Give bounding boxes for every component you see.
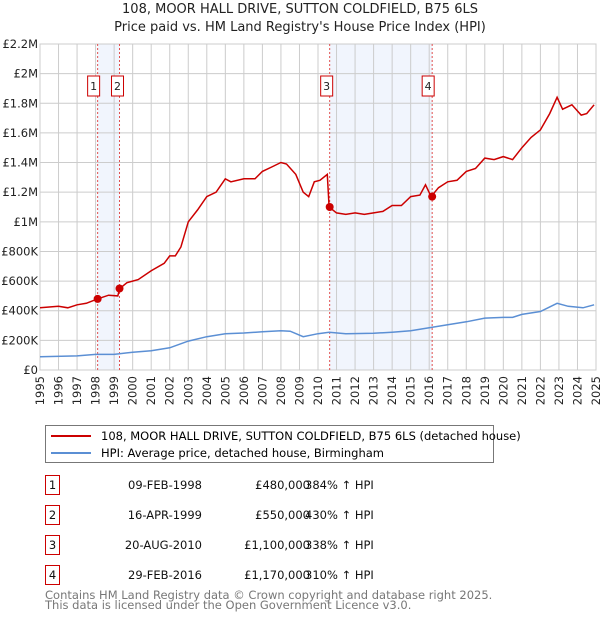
x-tick-label: 2011 [330,376,344,405]
legend-item-property: 108, MOOR HALL DRIVE, SUTTON COLDFIELD, … [46,428,521,444]
y-tick-label: £1M [13,215,38,229]
x-tick-label: 2008 [274,376,288,405]
legend-label: 108, MOOR HALL DRIVE, SUTTON COLDFIELD, … [101,429,521,443]
x-tick-label: 2009 [292,376,306,405]
sale-badge [111,75,125,97]
x-tick-label: 1996 [52,376,66,405]
x-tick-label: 2025 [589,376,600,405]
x-tick-label: 2000 [126,376,140,405]
price-chart: 1995 1996 1997 1998 1999 2000 2001 2002 2003 2004… [1,37,600,405]
sale-point [325,203,334,211]
series-line [39,302,595,358]
sale-hpi-change: 384% ↑ HPI [305,478,374,492]
x-tick-label: 2001 [144,376,158,405]
x-tick-label: 2019 [478,376,492,405]
y-tick-label: £1.2M [2,185,38,199]
sale-price: £1,100,000 [244,538,310,552]
chart-subtitle: Price paid vs. HM Land Registry's House … [114,20,486,35]
x-tick-label: 2024 [570,376,584,405]
sale-marker-badge: 2 [45,505,60,525]
x-tick-label: 2018 [459,376,473,405]
legend: 108, MOOR HALL DRIVE, SUTTON COLDFIELD, … [45,425,521,463]
y-tick-label: £1.6M [2,126,38,140]
table-row: 4 29-FEB-2016 £1,170,000 310% ↑ HPI [45,565,465,585]
sale-price: £1,170,000 [244,568,310,582]
y-tick-label: £200K [1,333,38,347]
x-tick-label: 2003 [181,376,195,405]
sale-hpi-change: 338% ↑ HPI [305,538,374,552]
y-tick-label: £2M [13,67,38,81]
y-tick-label: £800K [1,244,38,258]
sale-badge [87,75,101,97]
sale-badge [320,75,334,97]
x-tick-label: 1998 [89,376,103,405]
x-tick-label: 2022 [533,376,547,405]
table-row: 1 09-FEB-1998 £480,000 384% ↑ HPI [45,475,465,495]
x-tick-label: 2005 [218,376,232,405]
x-tick-label: 2015 [404,376,418,405]
sale-marker-badge: 4 [45,565,60,585]
y-tick-label: £600K [1,274,38,288]
x-tick-label: 2004 [200,376,214,405]
x-tick-label: 2013 [367,376,381,405]
sale-badge-label: 3 [323,80,330,93]
plot-border [39,43,597,371]
chart-title: 108, MOOR HALL DRIVE, SUTTON COLDFIELD, … [122,2,478,17]
x-tick-label: 2007 [255,376,269,405]
sale-date: 20-AUG-2010 [124,538,202,552]
sale-marker-badge: 1 [45,475,60,495]
footer: Contains HM Land Registry data © Crown c… [45,588,493,612]
sale-hpi-change: 310% ↑ HPI [305,568,374,582]
sale-point [428,192,437,201]
footer-line: Contains HM Land Registry data © Crown c… [45,588,493,602]
x-tick-label: 2010 [311,376,325,405]
x-tick-label: 2012 [348,376,362,405]
table-row: 3 20-AUG-2010 £1,100,000 338% ↑ HPI [45,535,465,555]
sale-marker-badge: 3 [45,535,60,555]
y-tick-label: £1.8M [2,96,38,110]
sale-hpi-change: 430% ↑ HPI [305,508,374,522]
sale-price: £550,000 [255,508,310,522]
sale-badge-label: 4 [425,80,432,93]
x-tick-label: 2006 [237,376,251,405]
legend-label: HPI: Average price, detached house, Birm… [101,446,385,460]
sale-point [115,284,124,293]
table-row: 2 16-APR-1999 £550,000 430% ↑ HPI [45,505,465,525]
legend-item-hpi: HPI: Average price, detached house, Birm… [46,445,384,461]
y-tick-label: £0 [23,363,38,377]
footer-line: This data is licensed under the Open Gov… [45,598,412,612]
series-line [39,95,595,309]
x-tick-label: 1995 [33,376,47,405]
sale-badge-label: 1 [90,80,97,93]
y-tick-label: £400K [1,304,38,318]
y-tick-label: £1.4M [2,156,38,170]
sale-date: 29-FEB-2016 [128,568,202,582]
legend-swatch-blue [51,452,91,454]
x-tick-label: 2014 [385,376,399,405]
sale-price: £480,000 [255,478,310,492]
shaded-period [329,44,433,370]
x-tick-label: 1997 [70,376,84,405]
x-tick-label: 2021 [515,376,529,405]
sale-badge-label: 2 [114,80,121,93]
x-tick-label: 2023 [552,376,566,405]
sale-badge [421,75,435,97]
x-tick-label: 2002 [163,376,177,405]
x-tick-label: 1999 [107,376,121,405]
legend-swatch-red [51,435,91,437]
y-tick-label: £2.2M [2,37,38,51]
x-tick-label: 2020 [496,376,510,405]
sale-date: 09-FEB-1998 [128,478,202,492]
x-tick-label: 2016 [422,376,436,405]
sale-date: 16-APR-1999 [127,508,202,522]
sale-point [93,294,102,303]
x-tick-label: 2017 [441,376,455,405]
